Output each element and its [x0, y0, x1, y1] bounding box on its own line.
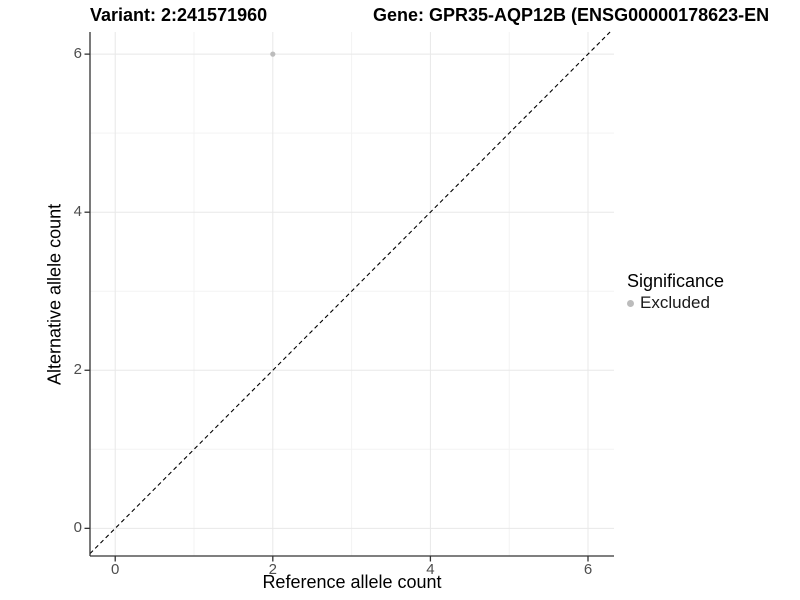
plot-title-variant: Variant: 2:241571960	[90, 5, 268, 25]
y-tick-label: 0	[73, 519, 82, 537]
y-tick-label: 2	[73, 361, 82, 379]
x-tick-label: 6	[583, 561, 593, 578]
legend-title: Significance	[627, 271, 725, 291]
legend-item-label: Excluded	[640, 293, 710, 312]
data-point-excluded	[270, 51, 276, 57]
x-tick-label: 0	[111, 561, 120, 578]
legend-point-icon	[627, 299, 634, 307]
x-tick-label: 2	[268, 561, 277, 578]
x-tick-label: 4	[426, 561, 435, 578]
plot-title-gene: Gene: GPR35-AQP12B (ENSG00000178623-EN	[373, 5, 770, 25]
y-axis-title: Alternative allele count	[44, 203, 65, 385]
x-axis-title: Reference allele count	[262, 572, 442, 592]
y-tick-label: 6	[73, 45, 82, 63]
legend-item-excluded: Excluded	[627, 293, 724, 313]
legend: Significance Excluded	[627, 270, 724, 313]
y-tick-label: 4	[73, 203, 82, 221]
